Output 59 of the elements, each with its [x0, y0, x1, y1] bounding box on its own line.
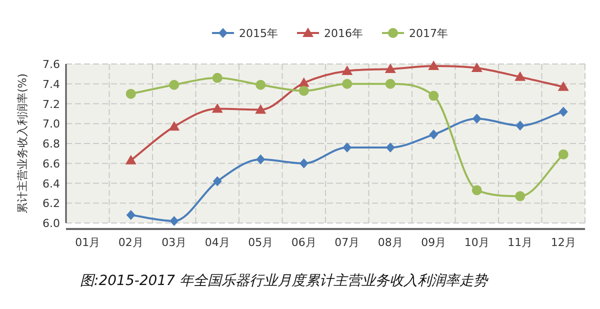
point [516, 120, 525, 131]
x-tick-label: 11月 [508, 236, 533, 249]
x-tick-label: 09月 [421, 236, 446, 249]
point [429, 130, 438, 140]
x-tick-label: 12月 [550, 236, 576, 249]
x-tick-label: 02月 [118, 236, 144, 249]
point [255, 104, 266, 114]
x-tick-label: 10月 [464, 236, 490, 249]
x-tick-label: 03月 [162, 236, 187, 249]
point [514, 71, 526, 81]
point [386, 142, 395, 152]
x-tick-label: 05月 [248, 236, 274, 249]
point [515, 191, 526, 202]
point [256, 80, 266, 90]
x-tick-label: 04月 [204, 236, 230, 249]
point [212, 72, 222, 83]
point [342, 65, 353, 75]
legend-label: 2015年 [239, 27, 278, 40]
point [471, 62, 482, 72]
point [472, 114, 482, 124]
point [212, 103, 223, 113]
point [298, 77, 310, 87]
point [126, 210, 136, 220]
x-tick-label: 06月 [291, 236, 316, 249]
y-tick-label: 7.2 [42, 98, 60, 111]
point [342, 78, 352, 89]
y-tick-label: 7.0 [42, 118, 60, 131]
point [168, 121, 180, 131]
point [126, 88, 136, 99]
point [385, 78, 396, 89]
y-tick-label: 6.2 [42, 197, 60, 210]
point [428, 90, 439, 101]
text: 图:2015-2017 年全国乐器行业月度累计主营业务收入利润率走势 [80, 273, 490, 289]
legend-label: 2016年 [324, 27, 363, 40]
point [256, 154, 266, 164]
point [212, 176, 222, 186]
point [558, 106, 568, 117]
y-tick-label: 6.6 [42, 157, 60, 170]
point [169, 80, 180, 90]
point [299, 158, 308, 168]
point [298, 86, 309, 96]
point [342, 142, 352, 152]
x-tick-label: 07月 [334, 236, 360, 249]
y-axis-title: 累计主营业务收入利润率(%) [16, 73, 29, 214]
y-tick-label: 7.6 [42, 58, 60, 71]
point [125, 154, 136, 164]
point [558, 149, 568, 160]
y-tick-label: 6.8 [42, 138, 60, 150]
y-tick-label: 6.4 [42, 177, 60, 190]
point [558, 81, 569, 91]
y-tick-label: 6.0 [42, 217, 60, 230]
point [384, 63, 396, 73]
point [472, 185, 482, 196]
point [428, 60, 440, 70]
x-tick-label: 08月 [378, 236, 403, 249]
point [170, 216, 179, 226]
x-tick-label: 01月 [75, 236, 100, 249]
legend-label: 2017年 [409, 27, 448, 40]
y-tick-label: 7.4 [42, 78, 60, 91]
